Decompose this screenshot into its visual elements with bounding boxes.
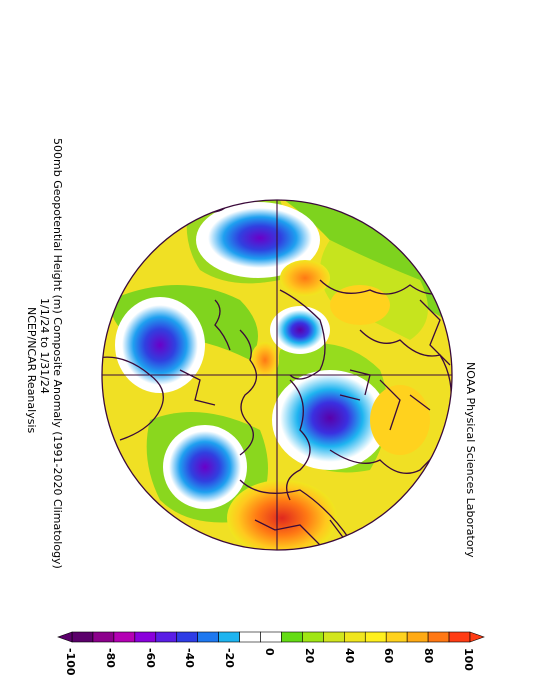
colorbar [57,631,485,643]
colorbar-swatch [176,631,198,643]
colorbar-tick-label: -40 [183,648,197,668]
dataset-label: NCEP/NCAR Reanalysis [25,307,38,434]
map-title: 500mb Geopotential Height (m) Composite … [51,138,64,569]
colorbar-swatch [113,631,136,643]
colorbar-tick-label: -100 [64,648,77,676]
colorbar-swatch [364,631,387,643]
colorbar-swatch [448,631,471,643]
colorbar-tick-label: 100 [462,648,475,671]
colorbar-swatch [218,631,240,643]
colorbar-swatch [260,631,282,643]
colorbar-tick-label: 60 [382,648,396,664]
colorbar-swatch [427,631,450,643]
colorbar-tick-label: 80 [422,648,436,664]
colorbar-swatch [406,631,429,643]
colorbar-tick-label: 40 [342,648,356,664]
colorbar-tick-label: -60 [143,648,157,668]
date-range: 1/1/24 to 1/31/24 [38,298,51,394]
source-label: NOAA Physical Sciences Laboratory [464,362,477,558]
colorbar-high-arrow [469,631,485,643]
colorbar-tick-label: 0 [263,648,276,656]
colorbar-swatch [239,631,261,643]
colorbar-swatch [323,631,345,643]
colorbar-tick-label: -20 [223,648,237,668]
colorbar-swatch [197,631,219,643]
colorbar-low-arrow [57,631,73,643]
colorbar-swatch [281,631,303,643]
colorbar-swatch [344,631,366,643]
colorbar-tick-label: 20 [302,648,316,664]
colorbar-swatch [134,631,157,643]
colorbar-swatch [71,631,94,643]
anomaly-field [102,200,452,550]
colorbar-swatch [92,631,115,643]
colorbar-swatch [385,631,408,643]
colorbar-swatch [155,631,178,643]
colorbar-swatch [302,631,324,643]
colorbar-tick-label: -80 [103,648,117,668]
